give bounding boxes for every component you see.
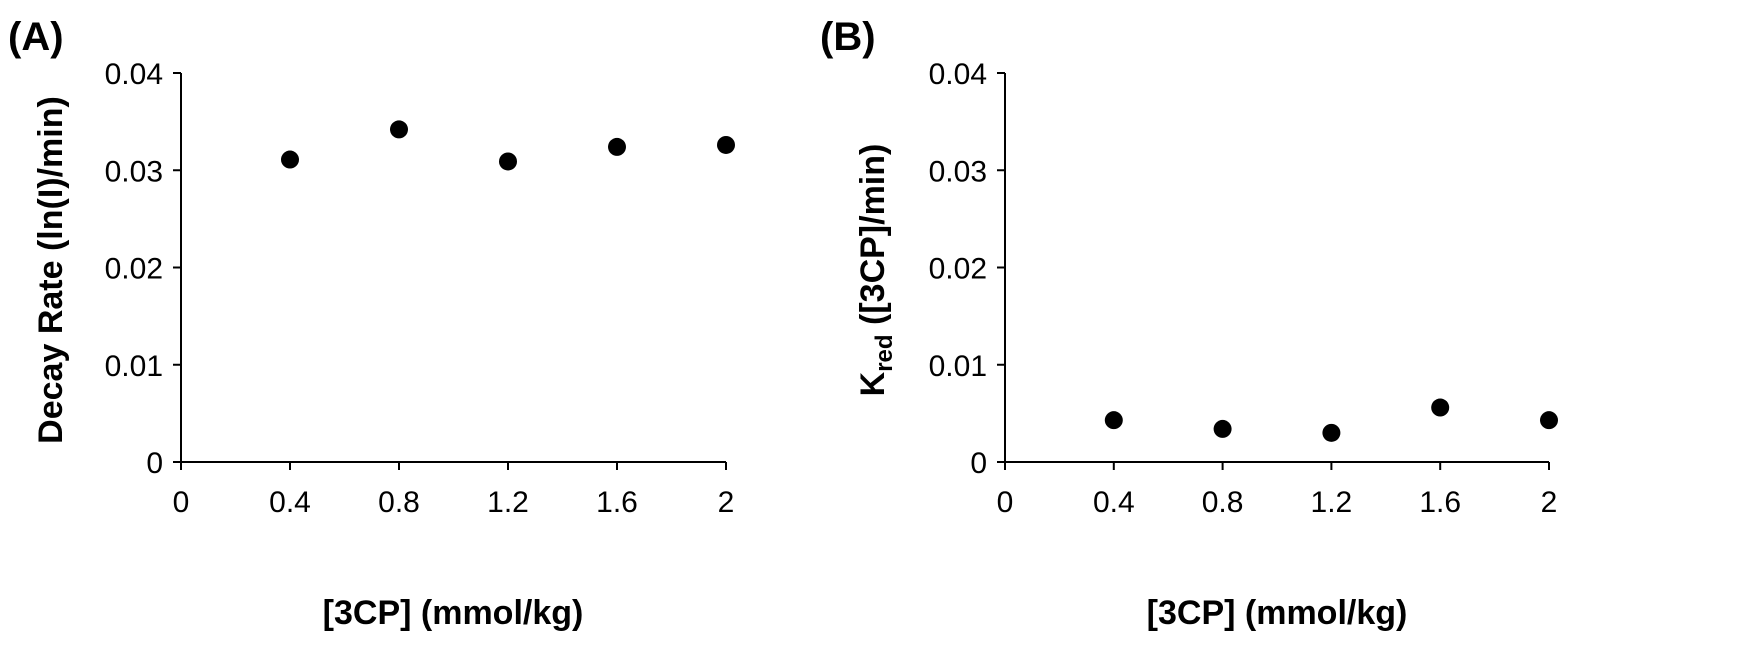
panel-b-label: (B) [820, 15, 876, 59]
panel-a-label: (A) [8, 15, 64, 59]
panel-a-y-axis-label: Decay Rate (ln(I)/min) [32, 96, 70, 444]
panel-a-x-axis-label: [3CP] (mmol/kg) [323, 594, 584, 632]
panel-a-x-tick-label: 0.4 [269, 486, 311, 519]
panel-a-x-tick-label: 1.6 [596, 486, 638, 519]
panel-a-data-point [281, 150, 299, 169]
panel-a-data-point [608, 137, 626, 156]
panel-a-x-tick-label: 0 [173, 486, 190, 519]
panel-b-x-tick-label: 0 [997, 486, 1014, 519]
panel-b-x-tick-label: 1.6 [1419, 486, 1461, 519]
panel-b-y-tick-label: 0.04 [929, 58, 987, 91]
panel-b-data-point [1540, 411, 1558, 430]
panel-a-x-tick-label: 2 [718, 486, 735, 519]
panel-b-data-point [1104, 411, 1123, 430]
panel-b-x-tick-label: 0.8 [1202, 486, 1244, 519]
panel-b-data-point [1213, 419, 1232, 438]
panel-b-y-axis-label: Kred ([3CP]/min) [854, 144, 898, 397]
panel-a: (A) Decay Rate (ln(I)/min) [3CP] (mmol/k… [8, 15, 735, 632]
panel-a-y-tick-label: 0.04 [105, 58, 163, 91]
panel-a-data-point [499, 152, 517, 171]
panel-b-y-axis-label-rest: ([3CP]/min) [854, 144, 892, 335]
panel-b-x-axis-label: [3CP] (mmol/kg) [1147, 594, 1408, 632]
panel-b-plot-area: 0 0.01 0.02 0.03 0.04 0 0.4 0.8 1.2 1.6 2 [929, 58, 1558, 519]
panel-b-y-tick-label: 0.02 [929, 253, 987, 286]
panel-a-x-tick-label: 0.8 [378, 486, 420, 519]
panel-b-y-tick-label: 0.01 [929, 350, 987, 383]
panel-a-plot-area: 0 0.01 0.02 0.03 0.04 0 0.4 0.8 1.2 1.6 2 [105, 58, 735, 519]
panel-a-y-tick-label: 0.02 [105, 253, 163, 286]
panel-b-y-tick-label: 0.03 [929, 155, 987, 188]
panel-b-x-tick-label: 2 [1541, 486, 1558, 519]
panel-b-y-axis-label-subscript: red [871, 334, 898, 371]
panel-b-y-tick-label: 0 [970, 447, 987, 480]
panel-b: (B) Kred ([3CP]/min) [3CP] (mmol/kg) 0 0.… [820, 15, 1558, 632]
panel-a-data-point [390, 120, 408, 139]
panel-b-x-tick-label: 1.2 [1311, 486, 1353, 519]
panel-a-y-tick-label: 0.03 [105, 155, 163, 188]
panel-b-y-axis-label-main: K [854, 371, 892, 396]
panel-a-x-tick-label: 1.2 [487, 486, 529, 519]
panel-b-data-point [1431, 398, 1450, 417]
panel-a-y-tick-label: 0 [146, 447, 163, 480]
panel-a-y-tick-label: 0.01 [105, 350, 163, 383]
panel-a-data-point [717, 135, 735, 154]
panel-b-data-point [1322, 423, 1341, 442]
panel-b-x-tick-label: 0.4 [1093, 486, 1135, 519]
